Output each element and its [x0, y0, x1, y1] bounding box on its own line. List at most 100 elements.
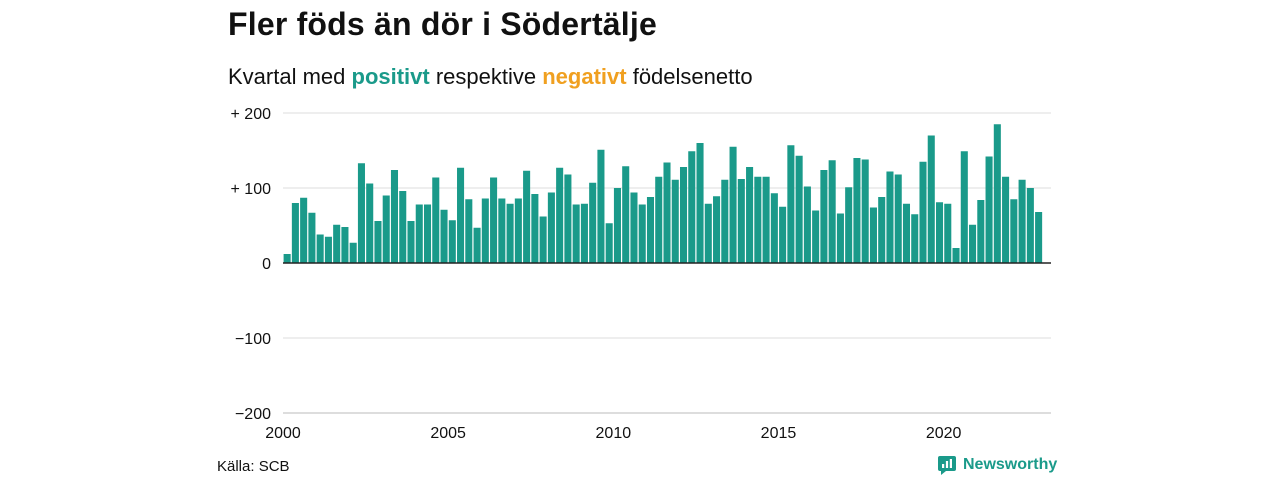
bars	[283, 124, 1043, 263]
bar	[283, 254, 291, 263]
bar	[341, 227, 349, 263]
bar	[597, 149, 605, 263]
bar	[935, 202, 944, 263]
brand-name: Newsworthy	[963, 456, 1058, 473]
bar	[845, 187, 853, 263]
bar	[770, 193, 778, 263]
bar	[605, 223, 613, 263]
bar	[960, 151, 968, 263]
x-tick-label: 2005	[430, 425, 466, 442]
bar	[556, 167, 564, 263]
bar	[448, 220, 456, 263]
bar	[993, 124, 1001, 263]
bar	[589, 182, 597, 263]
brand-logo: Newsworthy	[937, 455, 1057, 475]
bar	[762, 176, 770, 263]
bar	[713, 196, 721, 263]
bar	[415, 204, 423, 263]
x-tick-label: 2000	[265, 425, 301, 442]
y-tick-label: + 100	[231, 181, 272, 198]
bar	[506, 203, 514, 263]
subtitle-prefix: Kvartal med	[228, 64, 352, 89]
bar	[349, 242, 357, 263]
bar	[1035, 212, 1043, 263]
bar	[704, 203, 712, 263]
bar	[646, 197, 655, 263]
bar	[490, 177, 498, 263]
bar	[333, 224, 341, 263]
bar	[902, 203, 911, 263]
bar	[564, 174, 572, 263]
bar	[952, 248, 960, 263]
source-note: Källa: SCB	[217, 458, 290, 475]
axes: + 200 + 100 0 −100 −200 2000 2005 2010 2015 2020	[231, 106, 1051, 442]
chart-title: Fler föds än dör i Södertälje	[228, 6, 657, 42]
bar	[547, 192, 555, 263]
bar	[572, 204, 580, 263]
x-tick-label: 2020	[926, 425, 962, 442]
newsworthy-logo-icon	[938, 456, 956, 475]
chart-subtitle: Kvartal med positivt respektive negativt…	[228, 64, 753, 90]
bar	[878, 197, 886, 263]
bar	[985, 156, 993, 263]
bar	[721, 179, 729, 263]
bar	[746, 167, 754, 263]
bar	[357, 163, 365, 263]
bar	[663, 162, 671, 263]
bar	[754, 176, 762, 263]
y-tick-label: −200	[235, 406, 271, 423]
bar	[812, 210, 820, 263]
bar	[423, 204, 432, 263]
bar	[399, 191, 407, 263]
bar	[473, 227, 481, 263]
bar	[638, 204, 646, 263]
subtitle-suffix: födelsenetto	[626, 64, 753, 89]
bar	[836, 213, 844, 263]
subtitle-middle: respektive	[429, 64, 543, 89]
bar	[737, 179, 745, 263]
bar	[919, 161, 927, 263]
bar	[787, 145, 795, 263]
bar	[316, 234, 324, 263]
x-tick-label: 2015	[761, 425, 797, 442]
bar	[803, 186, 811, 263]
y-tick-label: 0	[262, 256, 271, 273]
bar	[613, 188, 621, 263]
bar	[795, 155, 803, 263]
bar	[820, 170, 828, 263]
bar	[944, 203, 952, 263]
bar	[969, 224, 977, 263]
bar	[729, 146, 737, 263]
bar	[324, 236, 332, 263]
bar	[390, 170, 399, 263]
bar	[1018, 179, 1026, 263]
bar	[291, 203, 299, 263]
bar	[481, 198, 489, 263]
subtitle-negative: negativt	[542, 64, 627, 89]
bar	[514, 198, 522, 263]
bar	[523, 170, 531, 263]
bar	[894, 174, 902, 263]
bar	[927, 135, 935, 263]
bar	[828, 160, 836, 263]
bar	[861, 159, 869, 263]
bar	[407, 221, 415, 263]
bar	[688, 151, 696, 263]
bar	[886, 171, 894, 263]
bar	[869, 207, 877, 263]
bar	[853, 158, 861, 263]
bar	[622, 166, 630, 263]
bar	[679, 167, 688, 263]
subtitle-positive: positivt	[351, 64, 430, 89]
bar	[977, 200, 985, 263]
bar	[1026, 188, 1034, 263]
y-tick-label: + 200	[231, 106, 272, 123]
bar	[630, 192, 638, 263]
bar	[1002, 176, 1010, 263]
bar	[465, 199, 473, 263]
bar	[779, 206, 787, 263]
bar	[539, 216, 547, 263]
bar	[671, 179, 679, 263]
bar	[457, 167, 465, 263]
